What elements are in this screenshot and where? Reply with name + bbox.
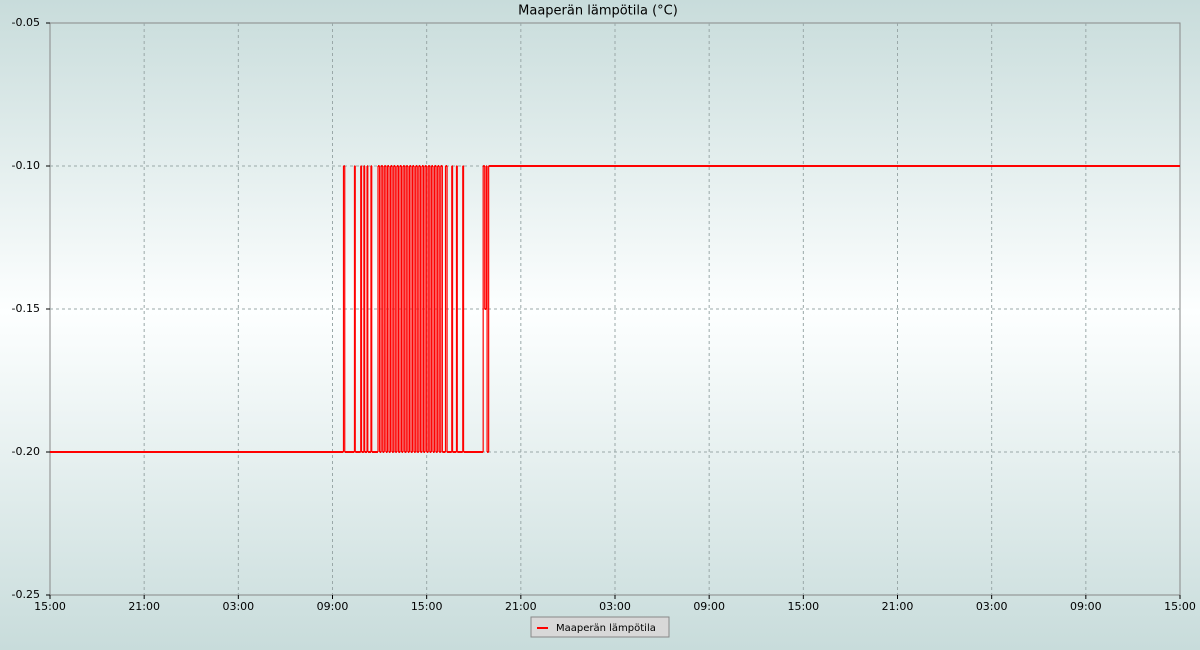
x-tick-label: 21:00 bbox=[882, 600, 914, 613]
x-tick-label: 03:00 bbox=[222, 600, 254, 613]
legend-label: Maaperän lämpötila bbox=[556, 623, 656, 634]
chart-title: Maaperän lämpötila (°C) bbox=[518, 4, 678, 19]
x-tick-label: 15:00 bbox=[411, 600, 443, 613]
x-tick-label: 03:00 bbox=[599, 600, 631, 613]
x-tick-label: 15:00 bbox=[1164, 600, 1196, 613]
x-tick-label: 15:00 bbox=[787, 600, 819, 613]
y-tick-label: -0.25 bbox=[12, 588, 40, 601]
x-tick-label: 09:00 bbox=[317, 600, 349, 613]
x-tick-label: 03:00 bbox=[976, 600, 1008, 613]
y-tick-label: -0.05 bbox=[12, 16, 40, 29]
x-tick-label: 21:00 bbox=[128, 600, 160, 613]
y-tick-label: -0.15 bbox=[12, 302, 40, 315]
x-tick-label: 21:00 bbox=[505, 600, 537, 613]
legend-box bbox=[530, 616, 670, 638]
x-tick-label: 15:00 bbox=[34, 600, 66, 613]
y-tick-label: -0.20 bbox=[12, 445, 40, 458]
x-tick-label: 09:00 bbox=[693, 600, 725, 613]
x-tick-label: 09:00 bbox=[1070, 600, 1102, 613]
y-tick-label: -0.10 bbox=[12, 159, 40, 172]
